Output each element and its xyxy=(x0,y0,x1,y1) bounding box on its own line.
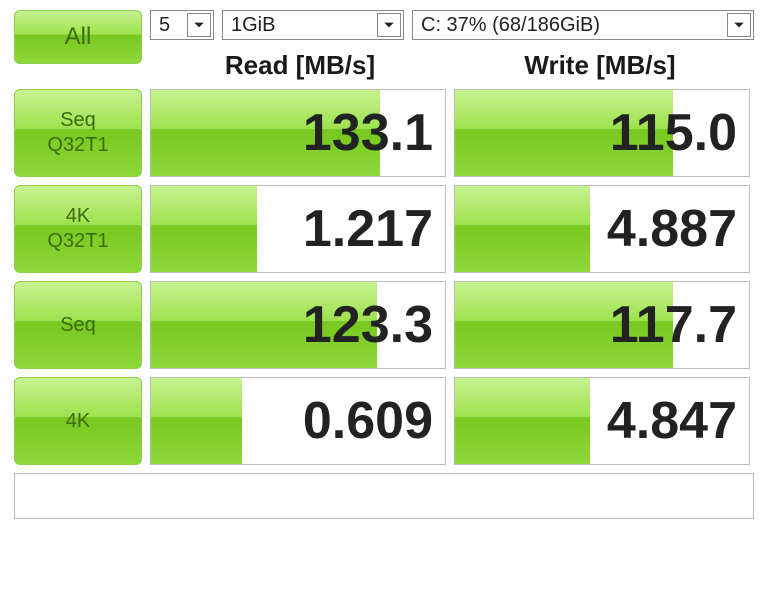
result-cell-read: 123.3 xyxy=(150,281,446,369)
chevron-down-icon xyxy=(377,13,401,37)
test-button-label: Q32T1 xyxy=(47,229,108,254)
result-cell-read: 1.217 xyxy=(150,185,446,273)
result-value: 133.1 xyxy=(303,103,433,163)
result-value: 0.609 xyxy=(303,391,433,451)
size-select[interactable]: 1GiB xyxy=(222,10,404,40)
result-cell-write: 117.7 xyxy=(454,281,750,369)
result-fill-bar xyxy=(151,378,242,464)
read-header: Read [MB/s] xyxy=(150,50,450,81)
result-fill-bar xyxy=(455,186,590,272)
test-button-4k-q32t1[interactable]: 4K Q32T1 xyxy=(14,185,142,273)
result-value: 117.7 xyxy=(610,295,737,355)
result-cell-read: 0.609 xyxy=(150,377,446,465)
test-button-seq-q32t1[interactable]: Seq Q32T1 xyxy=(14,89,142,177)
test-button-label: Seq xyxy=(60,313,96,338)
all-button-label: All xyxy=(65,23,92,51)
runs-select-value: 5 xyxy=(159,14,170,37)
test-button-label: Q32T1 xyxy=(47,133,108,158)
all-tests-button[interactable]: All xyxy=(14,10,142,64)
test-button-label: 4K xyxy=(66,204,90,229)
result-value: 4.847 xyxy=(607,391,737,451)
result-value: 4.887 xyxy=(607,199,737,259)
write-header: Write [MB/s] xyxy=(450,50,750,81)
result-cell-write: 115.0 xyxy=(454,89,750,177)
results-grid: Seq Q32T1 133.1 115.0 4K Q32T1 1.217 4.8… xyxy=(14,89,754,465)
runs-select[interactable]: 5 xyxy=(150,10,214,40)
drive-select-value: C: 37% (68/186GiB) xyxy=(421,14,600,37)
test-button-4k[interactable]: 4K xyxy=(14,377,142,465)
result-cell-read: 133.1 xyxy=(150,89,446,177)
result-cell-write: 4.887 xyxy=(454,185,750,273)
result-cell-write: 4.847 xyxy=(454,377,750,465)
chevron-down-icon xyxy=(187,13,211,37)
chevron-down-icon xyxy=(727,13,751,37)
top-controls-row: All 5 1GiB C: 37% (68/186GiB) xyxy=(14,10,754,81)
test-button-label: Seq xyxy=(60,108,96,133)
result-fill-bar xyxy=(151,186,257,272)
drive-select[interactable]: C: 37% (68/186GiB) xyxy=(412,10,754,40)
top-right-column: 5 1GiB C: 37% (68/186GiB) Read [MB/s] Wr xyxy=(150,10,754,81)
result-value: 123.3 xyxy=(303,295,433,355)
size-select-value: 1GiB xyxy=(231,14,275,37)
test-button-seq[interactable]: Seq xyxy=(14,281,142,369)
test-button-label: 4K xyxy=(66,409,90,434)
status-bar xyxy=(14,473,754,519)
column-headers: Read [MB/s] Write [MB/s] xyxy=(150,50,750,81)
result-value: 115.0 xyxy=(610,103,737,163)
result-value: 1.217 xyxy=(303,199,433,259)
selects-row: 5 1GiB C: 37% (68/186GiB) xyxy=(150,10,754,40)
result-fill-bar xyxy=(455,378,590,464)
